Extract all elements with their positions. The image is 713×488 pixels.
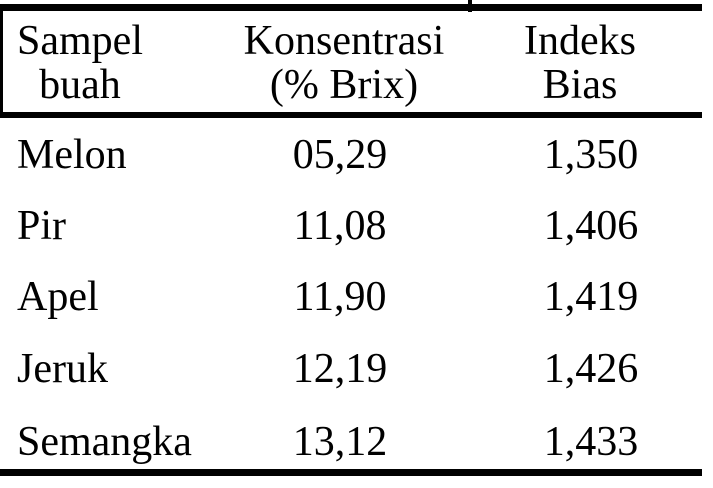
column-header-sample: Sampel buah	[17, 19, 143, 107]
column-header-refractive-index-line1: Indeks	[524, 18, 636, 64]
table-cell-concentration: 11,08	[293, 203, 387, 249]
table-cell-concentration: 12,19	[292, 346, 388, 392]
table-cell-refractive-index: 1,433	[543, 419, 639, 465]
column-header-concentration-line2: (% Brix)	[269, 62, 419, 108]
table-bottom-border	[0, 469, 702, 476]
column-header-concentration-line1: Konsentrasi	[243, 18, 445, 64]
column-header-refractive-index: Indeks Bias	[524, 19, 636, 107]
header-left-border	[0, 4, 3, 118]
table-cell-concentration: 13,12	[292, 419, 388, 465]
table-top-border	[0, 4, 702, 11]
table-cell-sample: Jeruk	[17, 346, 108, 392]
table-cell-sample: Melon	[17, 132, 127, 178]
table-cell-refractive-index: 1,406	[543, 203, 639, 249]
column-divider-tick	[468, 0, 472, 12]
table-cell-refractive-index: 1,419	[543, 274, 639, 320]
table-cell-refractive-index: 1,426	[543, 346, 639, 392]
header-separator-border	[0, 112, 702, 118]
column-header-refractive-index-line2: Bias	[542, 62, 618, 108]
column-header-sample-line1: Sampel	[17, 18, 143, 64]
column-header-concentration: Konsentrasi (% Brix)	[244, 19, 445, 107]
table-cell-sample: Apel	[17, 274, 99, 320]
table-cell-concentration: 11,90	[293, 274, 387, 320]
table-cell-concentration: 05,29	[292, 132, 388, 178]
table-cell-sample: Semangka	[17, 419, 192, 465]
column-header-sample-line2: buah	[39, 62, 121, 108]
table-cell-refractive-index: 1,350	[543, 132, 639, 178]
table-cell-sample: Pir	[17, 203, 67, 249]
